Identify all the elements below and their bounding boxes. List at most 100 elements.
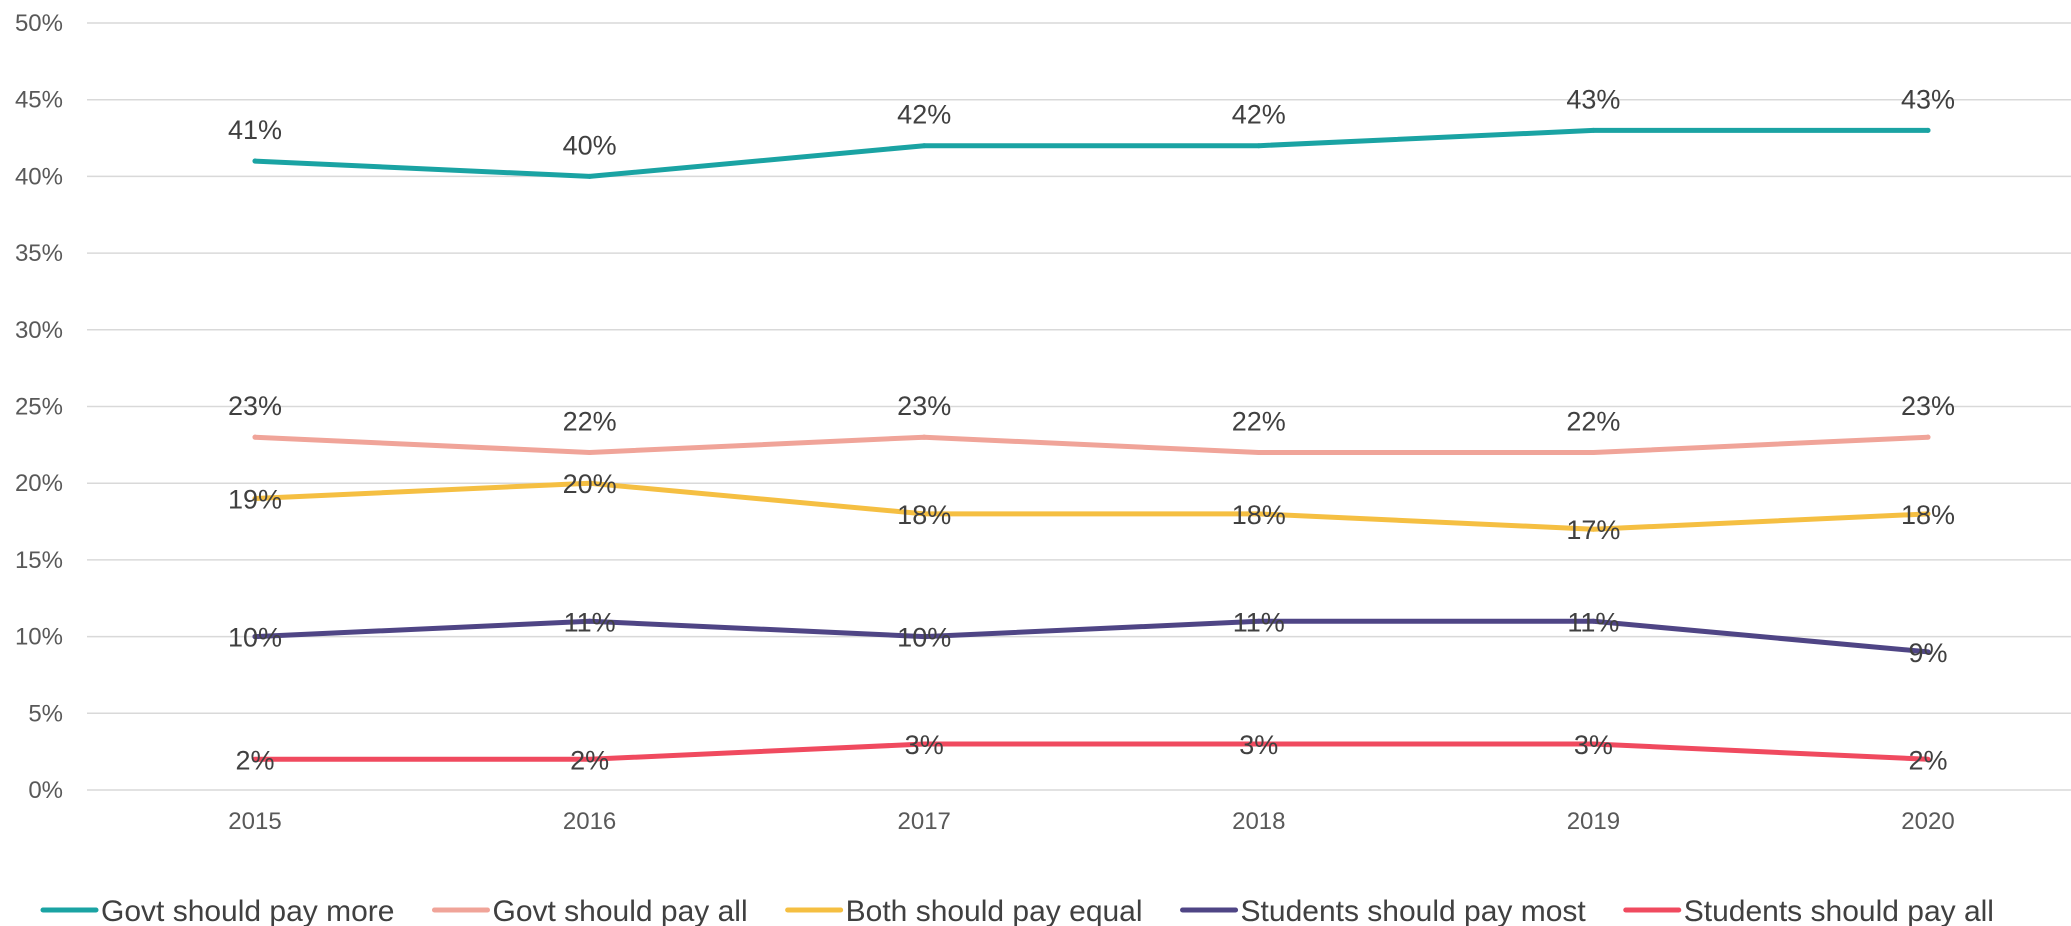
y-tick-label: 50% [15,10,63,37]
data-label: 42% [897,100,951,130]
data-point [1256,450,1262,456]
data-point [1256,143,1262,149]
y-tick-label: 5% [28,700,63,727]
x-tick-label: 2019 [1567,808,1620,835]
data-point [252,496,258,502]
data-label: 23% [1901,391,1955,421]
data-label: 19% [228,485,282,515]
series-line-students-should-pay-most [252,618,1931,655]
data-point [921,434,927,440]
data-label: 22% [1232,407,1286,437]
data-point [921,143,927,149]
data-label: 2% [1908,745,1947,775]
data-point [1925,649,1931,655]
data-point [921,741,927,747]
data-label: 3% [1574,730,1613,760]
data-point [252,634,258,640]
data-label: 9% [1908,638,1947,668]
data-point [1925,127,1931,133]
data-label: 22% [1566,407,1620,437]
data-point [1925,434,1931,440]
data-label: 40% [563,130,617,160]
data-label: 18% [897,500,951,530]
legend-item-both-should-pay-equal: Both should pay equal [785,895,1143,926]
y-tick-label: 40% [15,163,63,190]
series-line-both-should-pay-equal [252,480,1931,532]
data-point [1590,450,1596,456]
data-point [1256,511,1262,517]
data-label: 43% [1566,84,1620,114]
legend-label: Govt should pay all [492,895,747,926]
y-tick-label: 20% [15,470,63,497]
data-point [587,618,593,624]
legend-label: Govt should pay more [101,895,394,926]
data-label: 11% [1567,607,1619,637]
data-point [1590,741,1596,747]
legend-item-students-should-pay-most: Students should pay most [1180,895,1587,926]
data-point [921,634,927,640]
x-tick-label: 2017 [898,808,951,835]
data-label: 18% [1901,500,1955,530]
legend: Govt should pay more Govt should pay all B… [40,895,1994,926]
data-point [587,173,593,179]
data-label: 42% [1232,100,1286,130]
data-label: 23% [228,391,282,421]
data-point [1256,618,1262,624]
legend-label: Students should pay all [1684,895,1994,926]
series-line-govt-should-pay-more [252,127,1931,179]
data-label: 22% [563,407,617,437]
x-tick-label: 2020 [1901,808,1954,835]
legend-label: Students should pay most [1241,895,1587,926]
data-labels: 41% 40% 42% 42% 43% 43% 23% 22% 23% 22% 22% 23% 19% 2… [228,84,1955,775]
data-point [252,158,258,164]
legend-item-students-should-pay-all: Students should pay all [1623,895,1994,926]
data-label: 17% [1566,515,1620,545]
data-label: 10% [228,623,282,653]
data-point [1590,618,1596,624]
series-lines [252,127,1931,762]
x-tick-label: 2015 [228,808,281,835]
data-point [1590,526,1596,532]
data-point [252,434,258,440]
data-point [1590,127,1596,133]
data-point [1925,511,1931,517]
legend-label: Both should pay equal [846,895,1143,926]
data-point [1256,741,1262,747]
gridlines [87,22,2071,791]
data-label: 23% [897,391,951,421]
data-label: 11% [1233,607,1285,637]
data-label: 11% [564,607,616,637]
data-label: 2% [235,745,274,775]
y-axis: 0% 5% 10% 15% 20% 25% 30% 35% 40% 45% 50% [15,10,63,804]
data-label: 2% [570,745,609,775]
y-tick-label: 10% [15,624,63,651]
data-label: 43% [1901,84,1955,114]
data-point [587,450,593,456]
data-label: 20% [563,469,617,499]
y-tick-label: 45% [15,87,63,114]
data-point [1925,756,1931,762]
data-label: 3% [905,730,944,760]
series-line-students-should-pay-all [252,741,1931,762]
legend-item-govt-should-pay-more: Govt should pay more [40,895,394,926]
data-point [252,756,258,762]
y-tick-label: 25% [15,394,63,421]
data-point [587,480,593,486]
y-tick-label: 15% [15,547,63,574]
y-tick-label: 0% [28,777,63,804]
y-tick-label: 35% [15,240,63,267]
x-tick-label: 2018 [1232,808,1285,835]
data-point [921,511,927,517]
data-label: 41% [228,115,282,145]
data-label: 3% [1239,730,1278,760]
y-tick-label: 30% [15,317,63,344]
series-line-govt-should-pay-all [252,434,1931,455]
legend-item-govt-should-pay-all: Govt should pay all [431,895,748,926]
data-label: 18% [1232,500,1286,530]
x-tick-label: 2016 [563,808,616,835]
data-point [587,756,593,762]
data-label: 10% [897,623,951,653]
x-axis: 2015 2016 2017 2018 2019 2020 [228,808,1954,835]
